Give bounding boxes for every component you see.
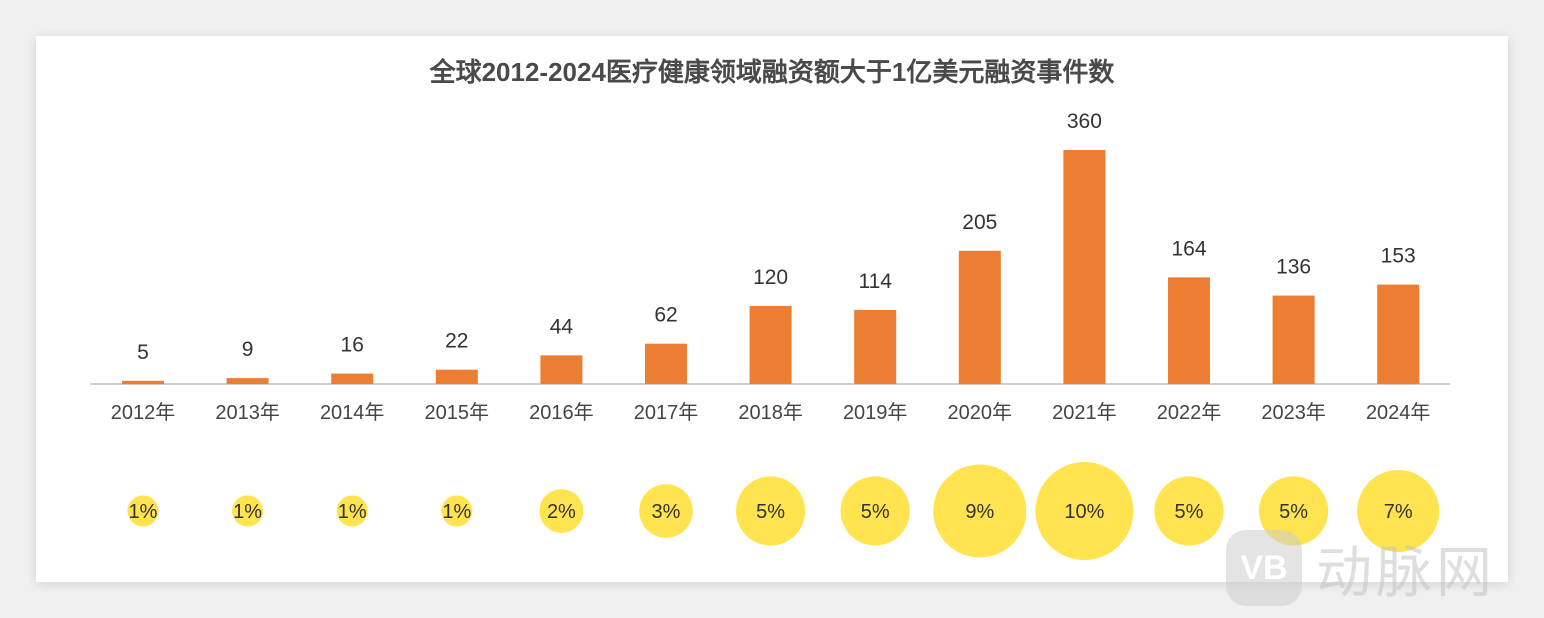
- chart-title: 全球2012-2024医疗健康领域融资额大于1亿美元融资事件数: [429, 57, 1115, 87]
- percent-bubble: [441, 495, 473, 527]
- x-tick-label: 2023年: [1261, 401, 1326, 424]
- value-label: 114: [858, 270, 892, 293]
- percent-label: 1%: [338, 501, 367, 523]
- value-label: 44: [550, 315, 574, 338]
- x-tick-label: 2013年: [215, 401, 280, 424]
- bar-2019年: [854, 309, 897, 384]
- percent-bubble: [639, 484, 693, 538]
- percent-bubble: [736, 476, 806, 546]
- percent-label: 1%: [233, 501, 262, 523]
- percent-bubble: [840, 476, 910, 546]
- bar-2016年: [540, 355, 583, 384]
- x-tick-label: 2016年: [529, 401, 594, 424]
- value-label: 360: [1067, 110, 1102, 133]
- value-label: 136: [1276, 256, 1311, 279]
- percent-label: 7%: [1384, 501, 1413, 523]
- percent-bubble: [232, 495, 264, 527]
- bar-2022年: [1168, 277, 1210, 384]
- x-tick-label: 2017年: [634, 401, 699, 424]
- bar-2020年: [958, 250, 1001, 385]
- bar-2024年: [1377, 284, 1420, 385]
- percent-bubble: [1357, 470, 1440, 552]
- value-label: 205: [962, 211, 997, 234]
- percent-label: 2%: [547, 501, 576, 523]
- value-label: 16: [341, 334, 364, 357]
- x-tick-label: 2014年: [320, 401, 385, 424]
- value-label: 164: [1171, 237, 1206, 260]
- value-label: 5: [137, 341, 149, 364]
- x-tick-label: 2012年: [111, 401, 176, 424]
- bar-2012年: [122, 380, 164, 385]
- bar-2015年: [435, 369, 478, 384]
- bar-2021年: [1063, 150, 1106, 384]
- percent-label: 3%: [652, 501, 681, 523]
- bar-2023年: [1272, 295, 1315, 384]
- x-tick-label: 2018年: [738, 401, 803, 424]
- value-label: 120: [753, 266, 788, 289]
- value-label: 22: [445, 330, 468, 353]
- percent-label: 5%: [756, 501, 785, 523]
- percent-bubble: [1154, 476, 1224, 546]
- percent-label: 1%: [442, 501, 471, 523]
- watermark-logo: VB: [1226, 530, 1302, 606]
- percent-label: 9%: [965, 501, 994, 523]
- percent-label: 5%: [1175, 501, 1204, 523]
- value-label: 9: [242, 338, 254, 361]
- value-label: 153: [1381, 245, 1416, 268]
- value-label: 62: [654, 304, 677, 327]
- percent-label: 10%: [1064, 501, 1104, 523]
- x-tick-label: 2022年: [1157, 401, 1222, 424]
- bar-2018年: [749, 306, 792, 384]
- percent-label: 1%: [129, 501, 158, 523]
- percent-bubble: [127, 495, 159, 527]
- percent-bubble: [539, 489, 584, 533]
- percent-bubble: [1035, 462, 1134, 560]
- x-tick-label: 2021年: [1052, 401, 1117, 424]
- percent-label: 5%: [1279, 501, 1308, 523]
- watermark-text: 动脉网: [1316, 540, 1496, 606]
- bar-2014年: [331, 373, 374, 384]
- x-tick-label: 2019年: [843, 401, 908, 424]
- x-tick-label: 2020年: [948, 401, 1013, 424]
- percent-bubble: [336, 495, 368, 527]
- percent-bubble: [1259, 476, 1329, 546]
- bar-2017年: [645, 343, 687, 384]
- x-tick-label: 2015年: [425, 401, 490, 424]
- percent-bubble: [933, 464, 1027, 558]
- watermark: VB 动脉网: [1226, 528, 1496, 608]
- x-tick-label: 2024年: [1366, 401, 1431, 424]
- percent-label: 5%: [861, 501, 890, 523]
- bar-2013年: [226, 378, 269, 384]
